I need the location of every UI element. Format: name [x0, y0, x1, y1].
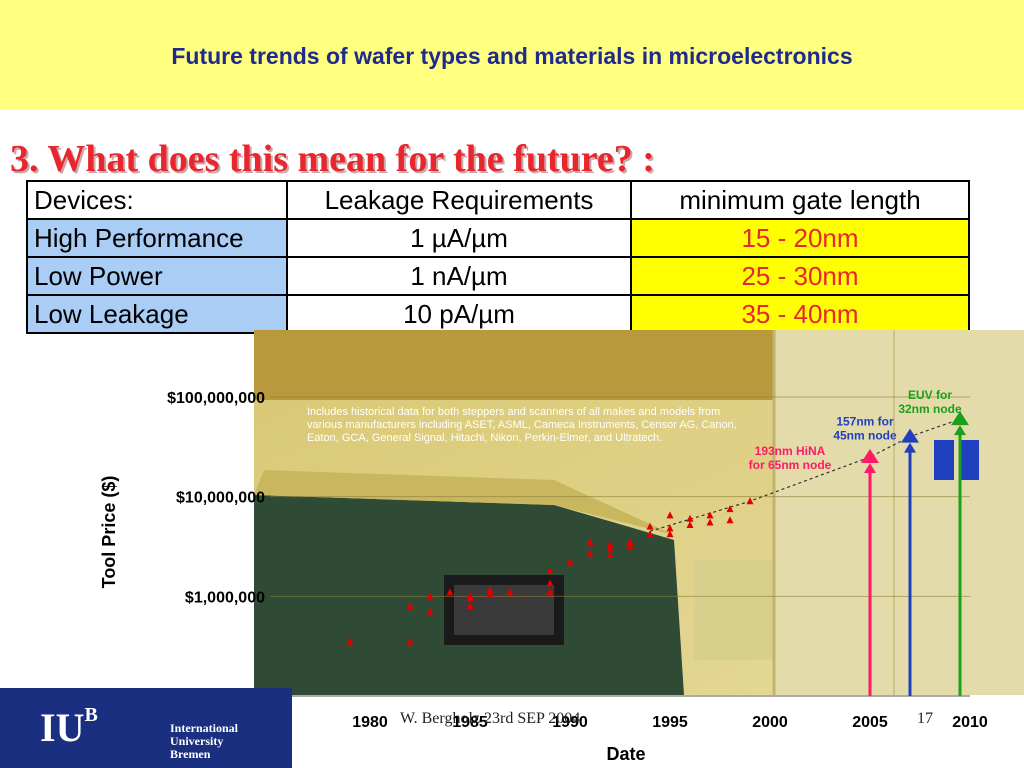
milestone-marker: [901, 428, 919, 443]
data-point: [346, 637, 354, 645]
data-point: [626, 538, 634, 546]
data-point: [726, 516, 734, 524]
data-point: [586, 538, 594, 546]
y-tick-label: $1,000,000: [185, 589, 265, 606]
data-point: [546, 566, 554, 574]
data-point: [746, 497, 754, 505]
data-point: [606, 550, 614, 558]
milestone-marker: [951, 411, 969, 426]
device-cell: High Performance: [26, 218, 288, 258]
table-row: Low Leakage 10 pA/µm 35 - 40nm: [26, 294, 970, 334]
table-row: High Performance 1 µA/µm 15 - 20nm: [26, 218, 970, 258]
logo-line: Bremen: [170, 747, 211, 761]
milestone-arrow-head: [864, 463, 876, 474]
logo-mark-text: IU: [40, 705, 85, 750]
gate-length-cell: 15 - 20nm: [630, 218, 970, 258]
university-logo: [0, 688, 292, 768]
milestone-label: 32nm node: [898, 402, 962, 416]
data-point: [666, 524, 674, 532]
leakage-cell: 1 nA/µm: [286, 256, 632, 296]
data-point: [586, 549, 594, 557]
x-axis-title: Date: [606, 744, 645, 764]
header-gate-length: minimum gate length: [630, 180, 970, 220]
data-point: [706, 511, 714, 519]
gate-length-cell: 25 - 30nm: [630, 256, 970, 296]
device-cell: Low Leakage: [26, 294, 288, 334]
y-axis-title: Tool Price ($): [99, 476, 119, 589]
data-point: [666, 511, 674, 519]
x-tick-label: 1980: [352, 714, 388, 731]
data-point: [606, 540, 614, 548]
data-point: [686, 520, 694, 528]
data-point: [426, 607, 434, 615]
data-point: [406, 601, 414, 609]
x-tick-label: 2000: [752, 714, 788, 731]
logo-mark: IUB: [40, 704, 98, 751]
data-point: [466, 601, 474, 609]
milestone-label: for 65nm node: [749, 458, 832, 472]
lithography-tool-photo: [254, 330, 1024, 695]
table-row: Low Power 1 nA/µm 25 - 30nm: [26, 256, 970, 296]
logo-line: University: [170, 734, 224, 748]
data-point: [646, 522, 654, 530]
x-tick-label: 2010: [952, 714, 988, 731]
logo-mark-sup: B: [84, 704, 98, 726]
table-header-row: Devices: Leakage Requirements minimum ga…: [26, 180, 970, 220]
data-point: [466, 592, 474, 600]
data-point: [546, 588, 554, 596]
milestone-arrow-head: [904, 442, 916, 453]
data-point: [446, 588, 454, 596]
data-point: [486, 590, 494, 598]
data-point: [566, 558, 574, 566]
logo-text: International University Bremen: [170, 722, 238, 761]
section-heading: 3. What does this mean for the future? :: [10, 138, 655, 180]
y-tick-label: $100,000,000: [167, 390, 265, 407]
photo-art: [254, 330, 1024, 695]
milestone-label: 193nm HiNA: [755, 444, 826, 458]
data-point: [506, 588, 514, 596]
x-tick-label: 1990: [552, 714, 588, 731]
leakage-cell: 10 pA/µm: [286, 294, 632, 334]
chart-note-line: Eaton, GCA, General Signal, Hitachi, Nik…: [307, 432, 662, 444]
footer-author: W. Bergholz 23rd SEP 2004: [400, 710, 581, 727]
leakage-cell: 1 µA/µm: [286, 218, 632, 258]
gate-length-cell: 35 - 40nm: [630, 294, 970, 334]
data-point: [706, 518, 714, 526]
title-bar: [0, 0, 1024, 110]
data-point: [406, 637, 414, 645]
data-point: [486, 586, 494, 594]
milestone-marker: [861, 449, 879, 464]
chart-note-line: Includes historical data for both steppe…: [307, 406, 720, 418]
milestone-label: 45nm node: [833, 429, 897, 443]
data-point: [646, 530, 654, 538]
slide-title: Future trends of wafer types and materia…: [171, 43, 853, 69]
x-tick-label: 2005: [852, 714, 888, 731]
data-point: [546, 579, 554, 587]
header-devices: Devices:: [26, 180, 288, 220]
data-point: [626, 541, 634, 549]
milestone-label: EUV for: [908, 388, 952, 402]
chart-note-line: various manufacturers including ASET, AS…: [307, 419, 737, 431]
data-point: [606, 544, 614, 552]
trend-line: [649, 418, 961, 532]
data-point: [426, 592, 434, 600]
x-tick-label: 1985: [452, 714, 488, 731]
logo-line: International: [170, 721, 239, 735]
data-point: [686, 514, 694, 522]
data-point: [726, 505, 734, 513]
milestone-arrow-head: [954, 425, 966, 436]
data-point: [666, 530, 674, 538]
header-leakage: Leakage Requirements: [286, 180, 632, 220]
milestone-label: 157nm for: [836, 415, 894, 429]
device-cell: Low Power: [26, 256, 288, 296]
x-tick-label: 1995: [652, 714, 688, 731]
y-tick-label: $10,000,000: [176, 490, 265, 507]
page-number: 17: [917, 710, 933, 727]
requirements-table: Devices: Leakage Requirements minimum ga…: [26, 180, 970, 334]
